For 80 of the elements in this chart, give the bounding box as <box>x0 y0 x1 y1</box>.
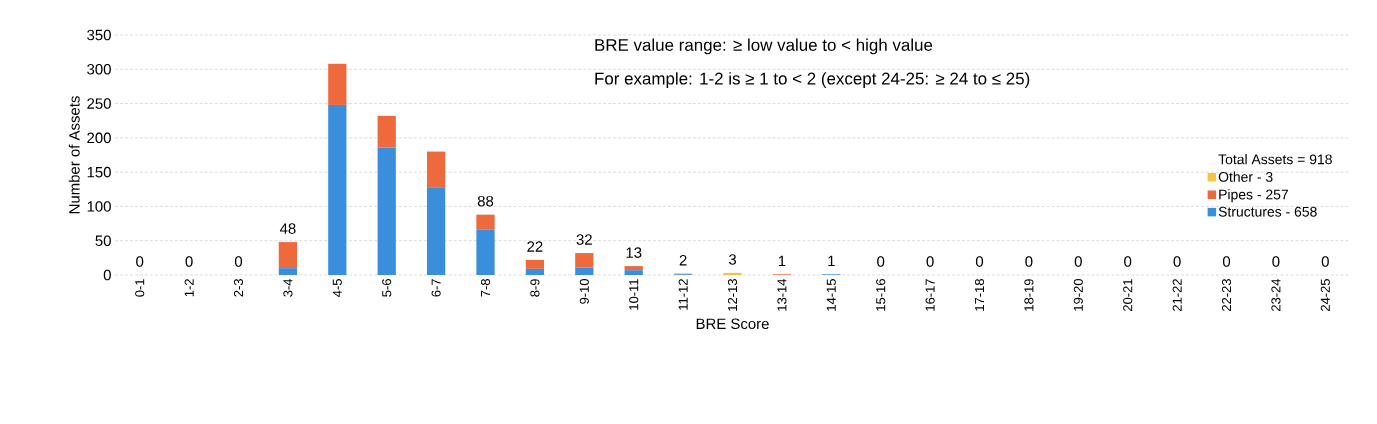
total-label: 0 <box>1173 256 1181 267</box>
legend-label: Pipes - 257 <box>1219 189 1288 203</box>
x-tick-label: 14-15 <box>826 279 836 311</box>
total-label: 0 <box>1272 256 1280 267</box>
y-tick-label: 250 <box>87 98 111 109</box>
x-tick-label: 18-19 <box>1024 279 1034 311</box>
legend-label: Other - 3 <box>1218 171 1273 182</box>
total-label: 22 <box>527 241 543 252</box>
total-label: 0 <box>234 256 243 267</box>
total-label: 0 <box>136 256 144 267</box>
y-tick-label: 100 <box>87 201 111 212</box>
x-tick-label: 20-21 <box>1123 279 1133 311</box>
total-label: 1 <box>828 255 835 267</box>
bar <box>575 267 594 275</box>
total-label: 0 <box>926 256 934 267</box>
x-axis-title: BRE Score <box>696 318 769 330</box>
total-label: 0 <box>1074 256 1082 267</box>
bar <box>723 272 742 275</box>
bar <box>525 259 545 269</box>
total-label: 0 <box>1025 256 1033 267</box>
y-tick-label: 300 <box>87 63 111 75</box>
x-tick-label: 13-14 <box>777 278 787 311</box>
x-tick-label: 7-8 <box>480 279 491 297</box>
x-tick-label: 10-11 <box>629 279 639 310</box>
bar <box>426 151 446 188</box>
total-label: 0 <box>975 256 984 267</box>
bar <box>278 268 298 275</box>
total-label: 48 <box>279 223 296 234</box>
total-label: 0 <box>1124 256 1132 267</box>
x-tick-label: 5-6 <box>382 279 392 297</box>
total-label: 0 <box>1321 256 1329 267</box>
total-label: 13 <box>626 247 642 258</box>
annotation: BRE value range: ≥ low value to < high value <box>595 38 933 55</box>
x-tick-label: 11-12 <box>678 279 688 310</box>
bar <box>426 187 446 275</box>
x-tick-label: 16-17 <box>925 279 935 311</box>
y-axis-title: Number of Assets <box>68 96 80 214</box>
total-label: 0 <box>1222 256 1231 267</box>
x-tick-label: 1-2 <box>184 279 194 297</box>
x-tick-label: 19-20 <box>1073 279 1083 311</box>
x-tick-label: 15-16 <box>876 279 886 311</box>
x-tick-label: 12-13 <box>727 279 738 311</box>
bar <box>278 242 298 269</box>
y-tick-label: 200 <box>87 132 111 144</box>
bar <box>377 147 396 275</box>
legend-title: Total Assets = 918 <box>1218 154 1332 165</box>
x-tick-label: 22-23 <box>1221 279 1232 311</box>
x-tick-label: 17-18 <box>974 279 985 311</box>
x-tick-label: 8-9 <box>530 279 540 297</box>
x-tick-label: 23-24 <box>1271 278 1281 311</box>
x-tick-label: 0-1 <box>135 279 145 297</box>
x-tick-label: 3-4 <box>283 278 293 297</box>
bar <box>624 270 643 275</box>
annotation: For example: 1-2 is ≥ 1 to < 2 (except 24-25: ≥ 24 to ≤ 25) <box>595 72 1030 88</box>
total-label: 1 <box>778 255 786 267</box>
bar <box>328 104 347 275</box>
bar <box>377 115 396 148</box>
total-label: 88 <box>477 195 494 207</box>
x-tick-label: 2-3 <box>233 279 244 297</box>
bar <box>575 253 594 268</box>
total-label: 0 <box>185 256 193 267</box>
x-tick-label: 21-22 <box>1172 279 1182 311</box>
total-label: 0 <box>877 256 885 267</box>
total-label: 3 <box>728 254 737 265</box>
y-tick-label: 50 <box>95 235 111 246</box>
total-label: 32 <box>576 234 592 245</box>
bar <box>624 266 643 271</box>
bar <box>476 214 495 230</box>
x-tick-label: 4-5 <box>332 279 342 297</box>
x-tick-label: 6-7 <box>431 279 441 297</box>
bar <box>525 268 545 275</box>
y-tick-label: 350 <box>87 29 111 41</box>
y-tick-label: 0 <box>103 269 111 281</box>
total-label: 2 <box>679 255 687 266</box>
legend-label: Structures - 658 <box>1218 206 1317 217</box>
bar <box>476 229 495 275</box>
x-tick-label: 24-25 <box>1320 279 1330 311</box>
bar <box>328 63 347 105</box>
x-tick-label: 9-10 <box>579 279 589 304</box>
y-tick-label: 150 <box>87 166 111 178</box>
